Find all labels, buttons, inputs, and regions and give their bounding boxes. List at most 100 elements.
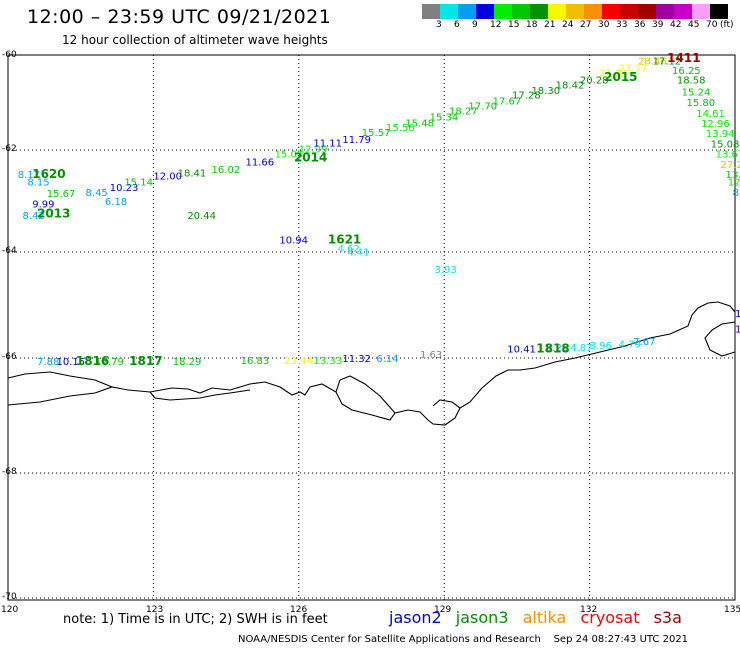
scale-label: 3 <box>436 20 442 30</box>
wave-height-value: 16.02 <box>212 165 241 176</box>
wave-height-value: 8.42 <box>23 211 45 222</box>
wave-height-value: 16.83 <box>241 356 270 367</box>
wave-height-value: 28.46 <box>638 57 667 68</box>
graticule <box>7 54 736 600</box>
footer-credit: NOAA/NESDIS Center for Satellite Applica… <box>238 634 689 645</box>
scale-label: 36 <box>634 20 646 30</box>
wave-height-value: 15.34 <box>430 113 459 124</box>
wave-height-value: 12.00 <box>153 172 182 183</box>
scale-swatch <box>458 4 476 19</box>
wave-height-value: 15.14 <box>124 178 153 189</box>
scale-swatch <box>638 4 656 19</box>
wave-height-value: 15.24 <box>682 87 711 98</box>
lon-label-129: 129 <box>434 605 452 615</box>
wave-height-value: 18.29 <box>173 357 202 368</box>
wave-height-value: 13.05 <box>725 170 740 181</box>
wave-height-value: 11.11 <box>313 139 342 150</box>
wave-height-value: 4.62 <box>338 244 360 255</box>
time-label: 2013 <box>37 206 70 220</box>
wave-height-value: 16.25 <box>672 66 701 77</box>
map-title: 12:00 – 23:59 UTC 09/21/2021 <box>27 6 332 28</box>
wave-height-value: 14.61 <box>696 109 725 120</box>
wave-height-value: 12.48 <box>728 178 740 189</box>
scale-swatch <box>548 4 566 19</box>
wave-height-value: 8.13 <box>733 188 740 199</box>
scale-swatch <box>440 4 458 19</box>
scale-label: 21 <box>544 20 556 30</box>
lat-label-68: -68 <box>2 467 17 477</box>
scale-swatch <box>530 4 548 19</box>
wave-height-value: 12.96 <box>701 119 730 130</box>
coastline-bay-west <box>7 371 113 388</box>
scale-label: 12 <box>490 20 502 30</box>
lat-label-60: -60 <box>2 50 17 60</box>
scale-swatch <box>476 4 494 19</box>
wave-height-value: 17.67 <box>493 96 522 107</box>
scale-label: (ft) <box>720 20 734 30</box>
map-note: note: 1) Time is in UTC; 2) SWH is in fe… <box>63 612 328 627</box>
wave-height-value: 13.33 <box>313 356 342 367</box>
wave-height-color-scale <box>422 4 728 19</box>
wave-height-value: 21.31 <box>599 68 628 79</box>
legend-jason3: jason3 <box>455 608 509 627</box>
lat-label-70: -70 <box>2 592 17 602</box>
wave-height-value: 18.27 <box>449 106 478 117</box>
lat-label-64: -64 <box>2 246 17 256</box>
wave-height-value: 6.26 <box>546 343 568 354</box>
scale-swatch <box>494 4 512 19</box>
lon-label-120: 120 <box>1 605 19 615</box>
scale-label: 9 <box>472 20 478 30</box>
wave-height-value: 8.15 <box>27 178 49 189</box>
legend-altika: altika <box>522 608 567 627</box>
wave-height-value: 9.99 <box>32 200 54 211</box>
wave-height-value: 4.41 <box>347 248 369 259</box>
scale-label: 18 <box>526 20 538 30</box>
wave-height-value: 15.08 <box>711 140 740 151</box>
scale-swatch <box>422 4 440 19</box>
wave-height-value: 17.12 <box>653 57 682 68</box>
legend-jason2: jason2 <box>389 608 442 627</box>
wave-height-value: 11.79 <box>342 135 371 146</box>
lat-label-66: -66 <box>2 352 17 362</box>
wave-height-value: 15.67 <box>47 189 76 200</box>
lon-label-126: 126 <box>290 605 308 615</box>
wave-height-value: 15.80 <box>687 98 716 109</box>
scale-label: 15 <box>508 20 520 30</box>
wave-height-value: 20.28 <box>580 76 609 87</box>
wave-height-value: 6.18 <box>105 197 127 208</box>
scale-swatch <box>674 4 692 19</box>
wave-height-value: 18.41 <box>178 169 207 180</box>
scale-swatch <box>692 4 710 19</box>
wave-height-value: 10.6 <box>735 325 740 336</box>
wave-height-value: 15.05 <box>275 150 304 161</box>
wave-height-value: 15.48 <box>405 118 434 129</box>
wave-height-value: 15.56 <box>386 123 415 134</box>
wave-height-value: 27.28 <box>720 160 740 171</box>
wave-height-value: 17.70 <box>468 102 497 113</box>
scale-label: 33 <box>616 20 628 30</box>
time-label: 1621 <box>328 232 361 246</box>
wave-height-value: 1.63 <box>420 350 442 361</box>
wave-height-value: 3.93 <box>435 265 457 276</box>
wave-height-value: 11.66 <box>245 157 274 168</box>
scale-swatch <box>512 4 530 19</box>
time-label: 2014 <box>294 151 327 165</box>
wave-height-value: 3.96 <box>590 341 612 352</box>
wave-height-value: 10.94 <box>279 235 308 246</box>
wave-height-value: 18.42 <box>556 80 585 91</box>
wave-height-value: 23.44 <box>284 356 313 367</box>
wave-height-value: 8.45 <box>86 188 108 199</box>
wave-height-value: 12.99 <box>299 145 328 156</box>
coastline-inlet-central <box>335 375 396 414</box>
scale-label: 70 <box>706 20 718 30</box>
coastline-inlet-west <box>149 389 251 401</box>
scale-swatch <box>566 4 584 19</box>
wave-height-value: 13.94 <box>706 129 735 140</box>
scale-label: 45 <box>688 20 700 30</box>
wave-height-value: 10.41 <box>507 345 536 356</box>
scale-label: 39 <box>652 20 664 30</box>
antarctic-coastline <box>7 301 736 426</box>
wave-height-value: 18.58 <box>677 76 706 87</box>
